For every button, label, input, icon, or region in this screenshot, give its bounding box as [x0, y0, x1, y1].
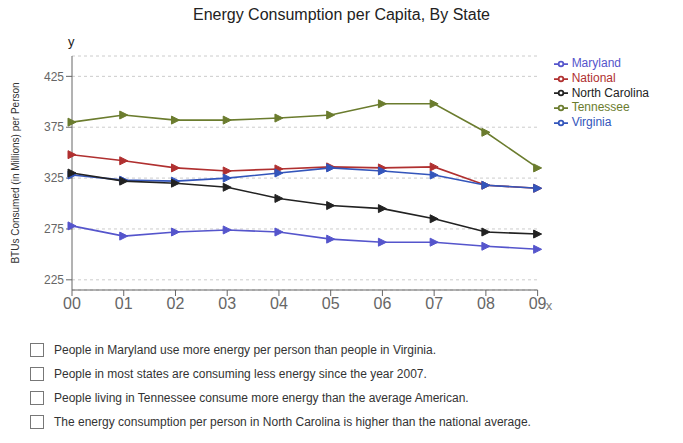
svg-text:08: 08 — [477, 295, 495, 312]
svg-text:375: 375 — [44, 120, 64, 134]
svg-text:03: 03 — [218, 295, 236, 312]
svg-text:425: 425 — [44, 70, 64, 84]
html-text:y: y — [68, 34, 75, 49]
svg-text:01: 01 — [115, 295, 133, 312]
html-text:Maryland: Maryland — [571, 56, 621, 70]
svg-text:02: 02 — [167, 295, 185, 312]
svg-text:05: 05 — [322, 295, 340, 312]
svg-text:x: x — [546, 298, 553, 313]
html-text:Tennessee: Tennessee — [571, 100, 630, 115]
html-text:People in most states are cons: People in most states are consuming less… — [54, 367, 427, 381]
html-text:People in Maryland use more en: People in Maryland use more energy per p… — [54, 343, 436, 357]
html-text:Energy Consumption per Capita,: Energy Consumption per Capita, By State — [193, 6, 490, 23]
svg-text:225: 225 — [44, 273, 64, 287]
html-text:North Carolina: North Carolina — [571, 85, 649, 100]
html-text:The energy consumption per per: The energy consumption per person in Nor… — [54, 415, 531, 429]
svg-text:09: 09 — [529, 295, 547, 312]
html-text:Virginia: Virginia — [571, 115, 612, 130]
svg-text:275: 275 — [44, 222, 64, 236]
svg-text:BTUs Consumed (in Millions) pe: BTUs Consumed (in Millions) per Person — [10, 82, 21, 263]
html-text:National: National — [571, 70, 616, 85]
svg-text:04: 04 — [270, 295, 288, 312]
svg-text:06: 06 — [374, 295, 392, 312]
svg-text:325: 325 — [44, 171, 64, 185]
svg-text:07: 07 — [425, 295, 443, 312]
html-text:People living in Tennessee con: People living in Tennessee consume more … — [54, 391, 469, 405]
svg-text:00: 00 — [63, 295, 81, 312]
